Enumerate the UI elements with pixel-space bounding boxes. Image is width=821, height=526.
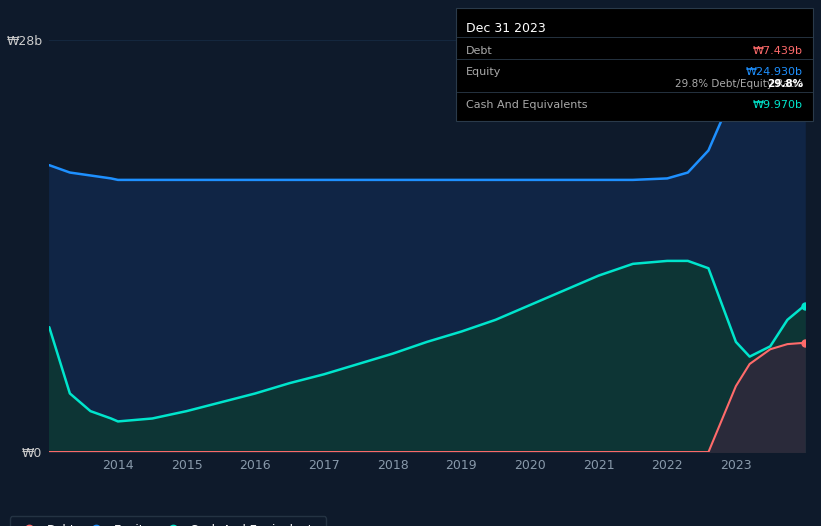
Legend: Debt, Equity, Cash And Equivalents: Debt, Equity, Cash And Equivalents (10, 517, 326, 526)
Text: ₩7.439b: ₩7.439b (753, 46, 803, 56)
Text: ₩24.930b: ₩24.930b (746, 67, 803, 77)
Text: 29.8%: 29.8% (767, 79, 803, 89)
Text: ₩9.970b: ₩9.970b (753, 100, 803, 110)
Text: Dec 31 2023: Dec 31 2023 (466, 23, 546, 35)
Text: Debt: Debt (466, 46, 493, 56)
Text: Cash And Equivalents: Cash And Equivalents (466, 100, 588, 110)
Text: 29.8% Debt/Equity Ratio: 29.8% Debt/Equity Ratio (675, 79, 803, 89)
Text: Equity: Equity (466, 67, 502, 77)
